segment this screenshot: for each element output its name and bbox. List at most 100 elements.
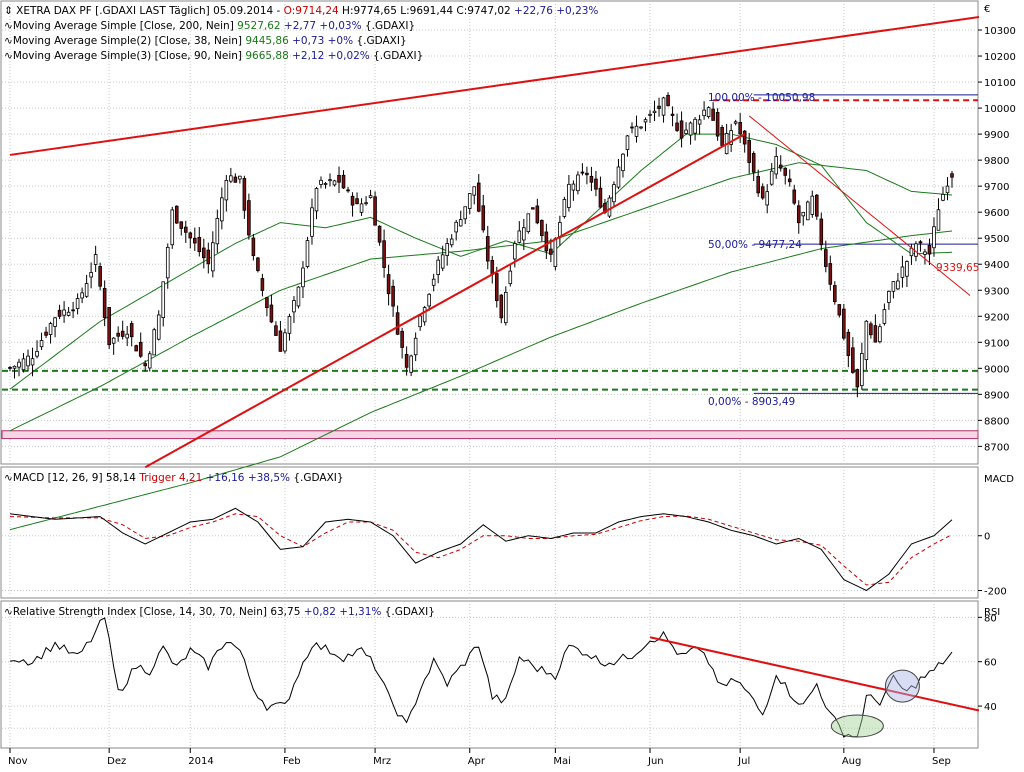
candle-body <box>905 261 909 277</box>
candle-body <box>742 130 747 145</box>
candle-body <box>666 94 670 107</box>
candle-body <box>292 300 296 313</box>
candle <box>107 307 111 349</box>
candle <box>702 101 706 120</box>
candle <box>936 198 941 231</box>
header-high: H:9774,65 <box>342 5 397 17</box>
candle <box>382 229 386 278</box>
candle <box>621 153 625 178</box>
candle-body <box>513 243 517 260</box>
candle-body <box>747 140 751 163</box>
candle <box>53 316 57 338</box>
candle <box>292 296 296 323</box>
candle-body <box>319 179 323 185</box>
candle <box>679 111 684 148</box>
candle <box>102 280 107 327</box>
candle <box>661 96 666 123</box>
candle <box>431 273 436 292</box>
price-tick-label: 10100 <box>984 78 1016 89</box>
ma-200-line <box>9 230 953 531</box>
candle <box>98 262 102 291</box>
candle <box>256 256 260 273</box>
candle <box>810 190 815 218</box>
price-tick-label: 9200 <box>984 312 1009 323</box>
candle-body <box>323 183 328 185</box>
candle <box>391 279 395 317</box>
candle-body <box>400 330 404 348</box>
candle-body <box>346 189 350 192</box>
candle <box>174 205 179 224</box>
candle-body <box>851 347 855 373</box>
ma38-label: Moving Average Simple(2) [Close, 38, Nei… <box>13 35 242 47</box>
candle-body <box>350 195 355 206</box>
candle-body <box>39 340 44 348</box>
candle <box>305 236 310 269</box>
candle-body <box>211 242 215 272</box>
price-tick-label: 9400 <box>984 260 1009 271</box>
candle-body <box>427 293 431 307</box>
candle <box>918 240 923 252</box>
price-trend-line <box>144 133 746 469</box>
candle <box>720 124 724 148</box>
candle <box>932 217 936 257</box>
candle <box>296 286 301 309</box>
candle <box>44 326 48 339</box>
rsi-highlight-ellipse-green <box>830 714 884 738</box>
candle <box>386 264 391 306</box>
price-panel-frame <box>0 0 979 465</box>
candle <box>125 325 129 347</box>
candle <box>80 287 84 304</box>
candle <box>449 234 454 248</box>
support-band <box>1 430 979 440</box>
candle <box>896 272 900 291</box>
candle-body <box>860 353 864 387</box>
candle <box>855 368 860 398</box>
candle <box>562 196 567 219</box>
candle <box>778 155 783 172</box>
candle-body <box>643 119 648 123</box>
rsi-highlight-ellipse-blue <box>884 669 920 703</box>
candle <box>742 129 747 153</box>
candle-body <box>116 332 120 337</box>
candle <box>211 231 215 278</box>
candle <box>950 170 954 188</box>
candle <box>796 200 801 234</box>
candle-body <box>143 363 148 367</box>
macd-trigger-value: 4,21 <box>179 472 202 484</box>
candle-body <box>783 167 788 176</box>
month-label: 2014 <box>188 756 213 767</box>
candle-body <box>377 225 382 243</box>
candle <box>17 358 21 377</box>
ma200-change: +2,77 +0,03% <box>284 20 362 32</box>
candle-body <box>909 247 914 257</box>
candle-body <box>445 243 449 256</box>
candle <box>93 245 98 272</box>
candle-body <box>810 195 815 215</box>
candle-body <box>567 183 571 208</box>
price-tick-label: 8900 <box>984 390 1009 401</box>
candle <box>476 174 481 213</box>
candle-body <box>8 366 12 369</box>
candle <box>319 176 323 189</box>
candle-body <box>278 330 283 352</box>
rsi-line <box>9 617 953 738</box>
candle <box>418 314 422 331</box>
candle-body <box>661 97 666 116</box>
candle-body <box>80 292 84 299</box>
candle <box>485 225 490 270</box>
macd-change: +16,16 +38,5% <box>206 472 290 484</box>
candle <box>760 183 765 200</box>
candle <box>472 186 477 205</box>
candle-body <box>386 274 391 295</box>
candle-body <box>147 353 152 369</box>
candle-body <box>616 166 621 188</box>
candle <box>26 349 30 372</box>
candle-body <box>156 314 161 340</box>
candle <box>400 327 404 359</box>
candle <box>197 227 202 257</box>
rsi-value: 63,75 <box>270 606 300 618</box>
candle <box>706 106 711 119</box>
candle-body <box>896 280 900 290</box>
candle-body <box>229 175 233 182</box>
